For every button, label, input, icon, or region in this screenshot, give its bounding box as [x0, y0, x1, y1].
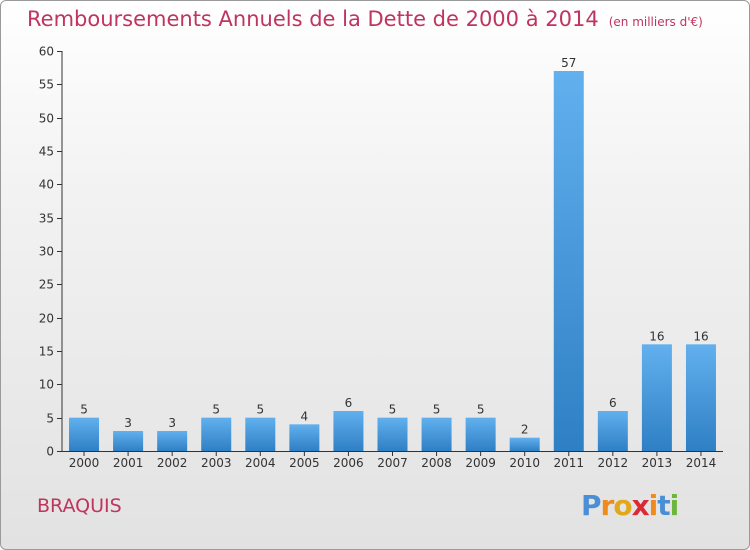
x-tick-label-2004: 2004: [245, 456, 276, 470]
x-tick-label-2002: 2002: [157, 456, 188, 470]
bar-2006[interactable]: [333, 411, 364, 451]
y-tick-label: 30: [39, 245, 54, 259]
logo-letter: o: [613, 489, 632, 522]
y-tick-label: 40: [39, 178, 54, 192]
x-tick-label-2006: 2006: [333, 456, 364, 470]
bar-2003[interactable]: [201, 417, 232, 451]
y-tick-label: 35: [39, 212, 54, 226]
value-label-2011: 57: [561, 56, 576, 70]
logo-letter: i: [648, 489, 659, 522]
commune-name: BRAQUIS: [37, 495, 122, 517]
chart-title-text: Remboursements Annuels de la Dette de 20…: [27, 7, 599, 31]
bar-2007[interactable]: [377, 417, 408, 451]
value-label-2006: 6: [345, 396, 353, 410]
y-tick-label: 50: [39, 112, 54, 126]
x-tick-label-2012: 2012: [598, 456, 629, 470]
value-label-2003: 5: [212, 403, 220, 417]
x-tick-label-2014: 2014: [686, 456, 717, 470]
x-tick-label-2003: 2003: [201, 456, 232, 470]
value-label-2005: 4: [301, 409, 309, 423]
bar-2011[interactable]: [553, 71, 584, 451]
value-label-2008: 5: [433, 403, 441, 417]
chart-subtitle: (en milliers d'€): [608, 15, 703, 29]
proxiti-logo[interactable]: Proxiti: [581, 489, 680, 522]
logo-letter: t: [657, 489, 670, 522]
bar-2000[interactable]: [69, 417, 100, 451]
value-label-2004: 5: [256, 403, 264, 417]
value-label-2009: 5: [477, 403, 485, 417]
value-label-2007: 5: [389, 403, 397, 417]
x-tick-label-2010: 2010: [509, 456, 540, 470]
y-tick-label: 10: [39, 378, 54, 392]
value-label-2001: 3: [124, 416, 132, 430]
x-tick-label-2008: 2008: [421, 456, 452, 470]
logo-letter: i: [669, 489, 680, 522]
x-tick-label-2009: 2009: [465, 456, 496, 470]
bar-2013[interactable]: [641, 344, 672, 451]
bar-2010[interactable]: [509, 437, 540, 451]
value-label-2000: 5: [80, 403, 88, 417]
y-tick-label: 25: [39, 278, 54, 292]
x-tick-label-2005: 2005: [289, 456, 320, 470]
value-label-2002: 3: [168, 416, 176, 430]
y-tick-label: 0: [46, 445, 54, 459]
value-label-2010: 2: [521, 423, 529, 437]
logo-letter: r: [600, 489, 615, 522]
bar-2008[interactable]: [421, 417, 452, 451]
bar-2012[interactable]: [597, 411, 628, 451]
y-tick-label: 15: [39, 345, 54, 359]
value-label-2012: 6: [609, 396, 617, 410]
bar-2002[interactable]: [157, 431, 188, 451]
logo-letter: P: [581, 489, 602, 522]
bar-2014[interactable]: [685, 344, 716, 451]
y-tick-label: 55: [39, 78, 54, 92]
y-tick-label: 5: [46, 412, 54, 426]
x-tick-label-2000: 2000: [69, 456, 100, 470]
bar-2005[interactable]: [289, 424, 320, 451]
y-tick-label: 60: [39, 45, 54, 59]
x-tick-label-2001: 2001: [113, 456, 144, 470]
bar-2009[interactable]: [465, 417, 496, 451]
value-label-2013: 16: [649, 329, 664, 343]
value-label-2014: 16: [693, 329, 708, 343]
y-tick-label: 20: [39, 312, 54, 326]
logo-letter: x: [631, 489, 650, 522]
x-tick-label-2011: 2011: [553, 456, 584, 470]
bar-2004[interactable]: [245, 417, 276, 451]
x-tick-label-2007: 2007: [377, 456, 408, 470]
y-tick-label: 45: [39, 145, 54, 159]
x-tick-label-2013: 2013: [642, 456, 673, 470]
bar-2001[interactable]: [113, 431, 144, 451]
chart-title: Remboursements Annuels de la Dette de 20…: [27, 7, 703, 31]
